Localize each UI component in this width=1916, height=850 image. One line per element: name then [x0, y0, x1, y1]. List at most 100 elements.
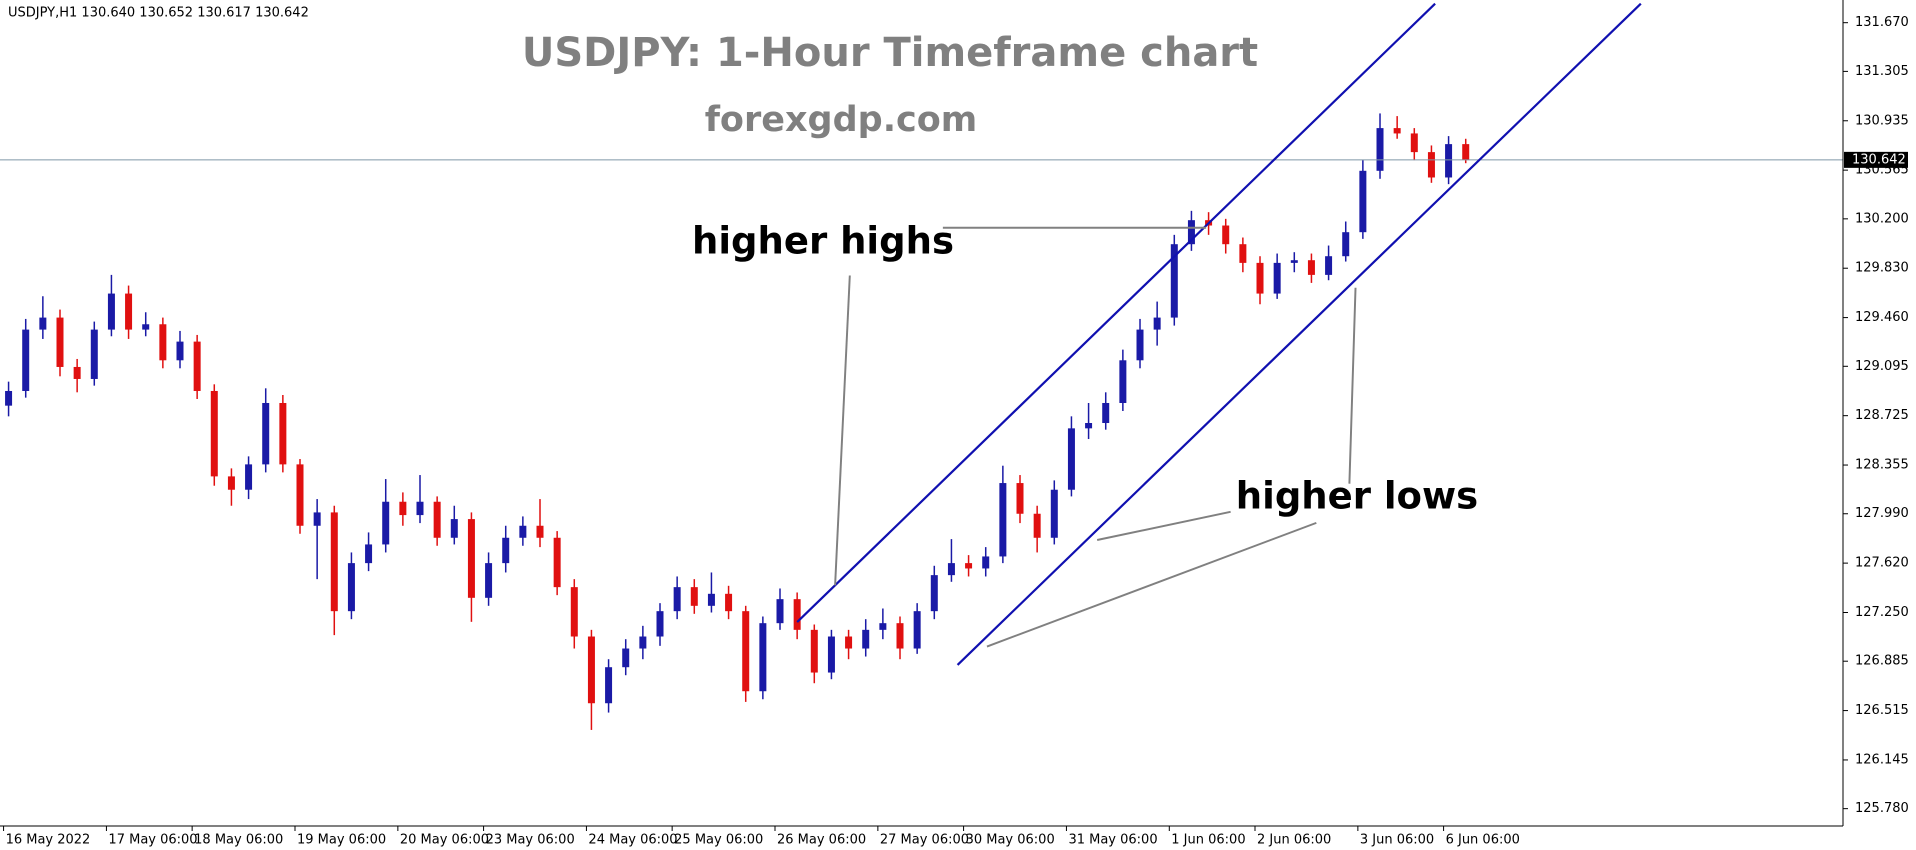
candle-body	[450, 519, 458, 538]
candle-body	[1170, 244, 1178, 318]
candle-body	[1393, 128, 1401, 134]
y-tick-label: 129.095	[1855, 359, 1909, 374]
candle-body	[776, 599, 784, 624]
candle-body	[399, 501, 407, 516]
candle-body	[1256, 262, 1264, 294]
candle-body	[605, 667, 613, 704]
x-tick-label: 31 May 06:00	[1068, 833, 1157, 848]
candle-body	[896, 623, 904, 649]
y-tick-label: 127.250	[1855, 605, 1909, 620]
upper-channel	[796, 2, 1436, 623]
candle-body	[142, 324, 150, 330]
y-tick-label: 125.780	[1855, 801, 1909, 816]
candle-body	[1033, 513, 1041, 538]
candle-body	[947, 563, 955, 576]
candle-body	[1410, 133, 1418, 153]
x-tick-label: 16 May 2022	[6, 833, 91, 848]
candle-body	[827, 636, 835, 673]
y-tick-label: 128.725	[1855, 408, 1909, 423]
candle-body	[1376, 128, 1384, 171]
y-tick-label: 131.670	[1855, 15, 1909, 30]
candle-body	[107, 293, 115, 330]
candle-body	[210, 390, 218, 477]
candle-body	[56, 317, 64, 367]
y-tick-label: 130.200	[1855, 211, 1909, 226]
candle-body	[125, 293, 133, 330]
y-tick-label: 130.935	[1855, 113, 1909, 128]
candle-body	[1342, 232, 1350, 257]
candle-body	[39, 317, 47, 330]
candle-body	[467, 519, 475, 598]
candle-body	[793, 599, 801, 630]
x-tick-label: 6 Jun 06:00	[1446, 833, 1520, 848]
candle-body	[416, 501, 424, 516]
candle-body	[176, 341, 184, 361]
candle-body	[1290, 260, 1298, 263]
x-tick-label: 27 May 06:00	[880, 833, 969, 848]
candle-body	[1136, 329, 1144, 361]
candle-body	[1445, 144, 1453, 178]
chart-subtitle: forexgdp.com	[705, 100, 978, 140]
candle-body	[90, 329, 98, 379]
candle-body	[587, 636, 595, 704]
candle-body	[296, 464, 304, 526]
x-tick-label: 24 May 06:00	[588, 833, 677, 848]
symbol-header: USDJPY,H1 130.640 130.652 130.617 130.64…	[8, 6, 309, 21]
candle-body	[930, 575, 938, 612]
candle-body	[1067, 428, 1075, 490]
y-tick-label: 127.990	[1855, 506, 1909, 521]
candle-body	[536, 525, 544, 538]
candle-body	[1119, 360, 1127, 403]
candle-body	[862, 629, 870, 649]
candle-body	[1325, 256, 1333, 275]
x-tick-label: 3 Jun 06:00	[1360, 833, 1434, 848]
candle-body	[262, 402, 270, 465]
candle-body	[1050, 489, 1058, 538]
y-tick-label: 129.830	[1855, 261, 1909, 276]
chart-title: USDJPY: 1-Hour Timeframe chart	[522, 30, 1258, 76]
y-tick-label: 129.460	[1855, 310, 1909, 325]
candle-body	[673, 587, 681, 612]
candle-body	[879, 623, 887, 630]
candle-body	[1239, 244, 1247, 263]
candle-body	[1102, 402, 1110, 424]
candle-body	[73, 366, 81, 379]
candle-body	[1273, 262, 1281, 294]
candle-body	[1085, 423, 1093, 429]
candle-body	[553, 537, 561, 588]
y-tick-label: 126.885	[1855, 654, 1909, 669]
candle-body	[622, 648, 630, 668]
y-tick-label: 128.355	[1855, 458, 1909, 473]
x-tick-label: 25 May 06:00	[674, 833, 763, 848]
y-tick-label: 131.305	[1855, 64, 1909, 79]
pointer	[1348, 287, 1357, 484]
x-tick-label: 26 May 06:00	[777, 833, 866, 848]
y-tick-label: 126.145	[1855, 752, 1909, 767]
x-tick-label: 30 May 06:00	[966, 833, 1055, 848]
candle-body	[365, 544, 373, 564]
candle-body	[1307, 260, 1315, 275]
candle-body	[759, 623, 767, 692]
candle-body	[810, 629, 818, 673]
candle-body	[433, 501, 441, 538]
candle-body	[639, 636, 647, 649]
candle-body	[22, 329, 30, 391]
x-tick-label: 20 May 06:00	[400, 833, 489, 848]
candle-body	[999, 483, 1007, 557]
candle-body	[519, 525, 527, 538]
candle-body	[159, 324, 167, 361]
candle-body	[382, 501, 390, 545]
candle-body	[502, 537, 510, 564]
candle-body	[656, 611, 664, 637]
candle-body	[485, 563, 493, 598]
x-tick-label: 19 May 06:00	[297, 833, 386, 848]
pointer	[834, 275, 851, 586]
candle-body	[570, 587, 578, 637]
trend-drawings	[796, 2, 1642, 666]
candle-body	[690, 587, 698, 606]
candle-body	[1153, 317, 1161, 330]
candle-body	[279, 402, 287, 465]
candle-body	[1187, 220, 1195, 245]
